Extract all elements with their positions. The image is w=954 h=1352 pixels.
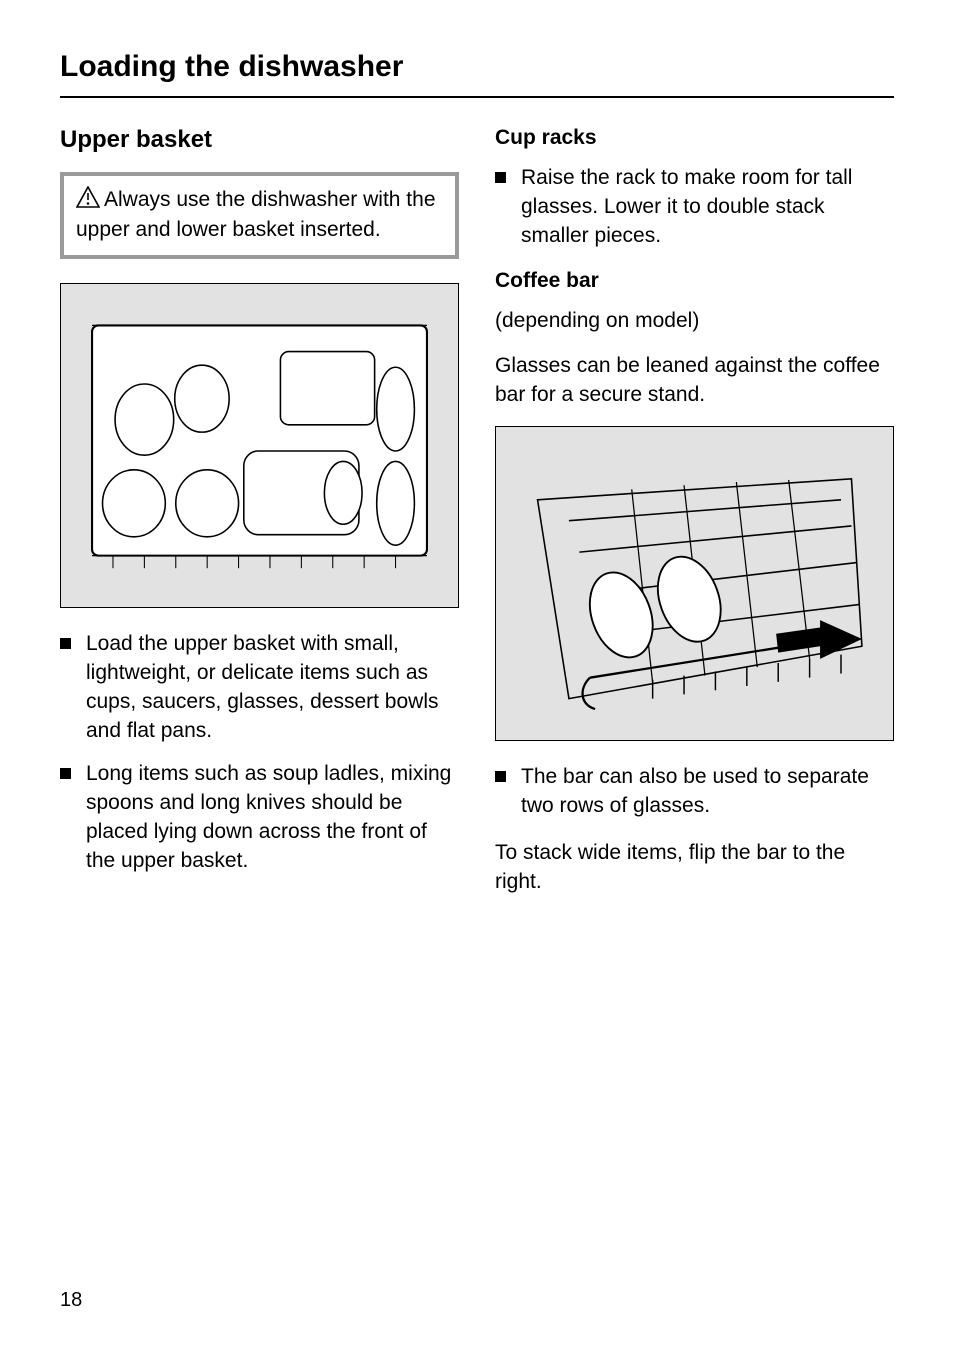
coffee-bar-note: (depending on model) (495, 307, 894, 336)
upper-basket-figure (60, 283, 459, 609)
coffee-bar-intro: Glasses can be leaned against the coffee… (495, 352, 894, 410)
cup-racks-bullets: Raise the rack to make room for tall gla… (495, 164, 894, 251)
right-column: Cup racks Raise the rack to make room fo… (495, 126, 894, 913)
list-item: The bar can also be used to separate two… (495, 763, 894, 821)
coffee-bar-outro: To stack wide items, flip the bar to the… (495, 839, 894, 897)
two-column-layout: Upper basket Always use the dishwasher w… (60, 126, 894, 913)
coffee-bar-figure (495, 426, 894, 741)
warning-box: Always use the dishwasher with the upper… (60, 172, 459, 259)
left-column: Upper basket Always use the dishwasher w… (60, 126, 459, 913)
title-rule (60, 96, 894, 98)
coffee-bar-heading: Coffee bar (495, 269, 894, 293)
list-item: Load the upper basket with small, lightw… (60, 630, 459, 746)
coffee-bar-illustration (506, 437, 883, 730)
page-title: Loading the dishwasher (60, 50, 894, 84)
page-number: 18 (60, 1289, 82, 1312)
flip-arrow-icon (776, 620, 862, 659)
coffee-bar-bullets: The bar can also be used to separate two… (495, 763, 894, 821)
cup-racks-heading: Cup racks (495, 126, 894, 150)
upper-basket-heading: Upper basket (60, 126, 459, 154)
list-item: Raise the rack to make room for tall gla… (495, 164, 894, 251)
warning-text: Always use the dishwasher with the upper… (76, 188, 436, 241)
warning-icon (76, 186, 100, 216)
list-item: Long items such as soup ladles, mixing s… (60, 760, 459, 876)
upper-basket-illustration (71, 294, 448, 598)
upper-basket-bullets: Load the upper basket with small, lightw… (60, 630, 459, 876)
